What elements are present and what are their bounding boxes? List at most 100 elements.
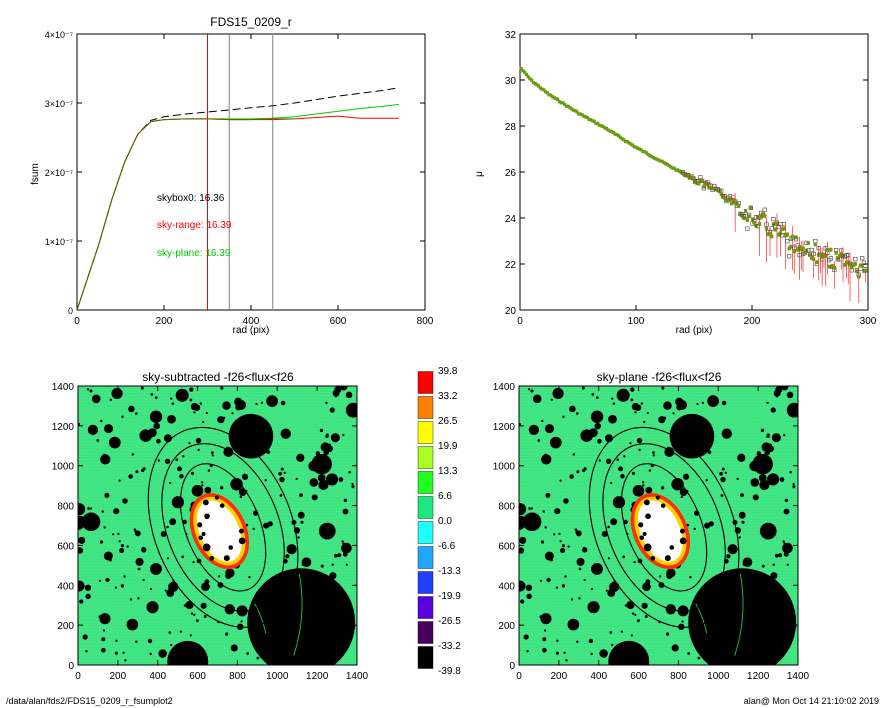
mask-spot bbox=[236, 399, 247, 410]
colorbar-label: 39.8 bbox=[438, 366, 458, 377]
x-tick-label: 600 bbox=[189, 671, 206, 682]
mask-spot bbox=[118, 540, 121, 543]
y-tick-label: 1400 bbox=[493, 382, 516, 393]
mask-spot bbox=[193, 411, 196, 414]
sky-subtracted-image bbox=[78, 386, 357, 665]
mask-spot bbox=[738, 536, 741, 539]
mask-spot bbox=[544, 526, 547, 529]
profile-point-green bbox=[610, 129, 614, 134]
mask-spot bbox=[545, 424, 555, 434]
y-tick-label: 3×10⁻⁷ bbox=[45, 99, 73, 109]
profile-point-green bbox=[822, 254, 826, 258]
mask-spot bbox=[195, 619, 199, 623]
profile-point-green bbox=[601, 124, 605, 128]
mask-spot bbox=[126, 545, 129, 548]
mask-spot bbox=[164, 589, 167, 592]
profile-point-green bbox=[620, 137, 624, 141]
mask-spot bbox=[666, 568, 676, 578]
profile-point-green bbox=[782, 227, 786, 231]
mask-spot bbox=[204, 486, 212, 494]
mask-spot bbox=[574, 528, 578, 531]
mask-spot bbox=[98, 615, 102, 619]
mask-spot bbox=[202, 420, 205, 424]
isophote-ellipse bbox=[179, 463, 267, 592]
mask-spot bbox=[645, 486, 653, 494]
mu-marks bbox=[519, 66, 868, 304]
x-tick-label: 800 bbox=[670, 671, 687, 682]
profile-point-green bbox=[747, 214, 751, 219]
mask-spot bbox=[137, 597, 140, 600]
mask-spot bbox=[588, 638, 594, 644]
mask-spot bbox=[278, 471, 282, 476]
profile-point-green bbox=[791, 235, 795, 239]
star-arc bbox=[254, 603, 267, 634]
mask-spot bbox=[279, 476, 285, 483]
profile-point-green bbox=[641, 149, 645, 154]
profile-point-green bbox=[759, 215, 763, 219]
colorbar-label: 0.0 bbox=[438, 516, 452, 527]
mask-spot bbox=[530, 507, 534, 510]
mask-spot bbox=[342, 433, 345, 437]
mask-spot bbox=[280, 428, 291, 439]
mask-spot bbox=[680, 528, 685, 534]
mask-spot bbox=[786, 563, 789, 566]
profile-point-green bbox=[571, 108, 575, 112]
profile-point-green bbox=[592, 119, 596, 123]
mask-spot bbox=[157, 459, 160, 462]
mask-spot bbox=[578, 597, 581, 600]
mask-spot bbox=[641, 481, 645, 484]
mask-spot bbox=[610, 518, 618, 526]
profile-point-green bbox=[669, 165, 673, 169]
profile-point-green bbox=[663, 162, 668, 166]
mask-spot bbox=[297, 511, 305, 519]
profile-point-green bbox=[536, 84, 541, 88]
mask-spot bbox=[175, 458, 179, 462]
mask-spot bbox=[542, 647, 547, 653]
mask-spot bbox=[605, 589, 608, 592]
x-tick-label: 1400 bbox=[346, 671, 369, 682]
mask-spot bbox=[567, 618, 580, 631]
mask-spot bbox=[569, 405, 576, 413]
mask-spot bbox=[562, 415, 565, 419]
profile-point-green bbox=[745, 218, 749, 222]
profile-point-green bbox=[543, 90, 548, 94]
mask-spot bbox=[156, 438, 161, 444]
profile-point-green bbox=[676, 168, 680, 172]
y-tick-label: 400 bbox=[498, 581, 515, 592]
mask-spot bbox=[630, 398, 634, 402]
profile-point-green bbox=[848, 263, 852, 267]
profile-point-green bbox=[570, 107, 574, 111]
mask-spot bbox=[519, 536, 527, 544]
mask-spot bbox=[774, 553, 779, 558]
masked-star bbox=[81, 512, 101, 532]
mask-spot bbox=[323, 449, 330, 456]
masked-star bbox=[669, 413, 715, 459]
y-tick-label: 4×10⁻⁷ bbox=[45, 30, 73, 40]
mask-spot bbox=[622, 555, 626, 559]
mask-spot bbox=[559, 540, 562, 543]
profile-point-green bbox=[784, 234, 788, 238]
profile-point-green bbox=[604, 126, 609, 131]
mask-spot bbox=[181, 555, 185, 559]
isophote-ellipse bbox=[161, 443, 285, 612]
mask-spot bbox=[100, 419, 103, 423]
profile-point-green bbox=[634, 145, 638, 149]
profile-point-green bbox=[528, 77, 532, 81]
mask-spot bbox=[279, 494, 283, 497]
y-tick-label: 800 bbox=[498, 502, 515, 513]
mask-spot bbox=[607, 525, 610, 529]
mask-spot bbox=[786, 391, 794, 399]
masked-star bbox=[167, 640, 209, 665]
mask-spot bbox=[103, 526, 106, 529]
mask-spot bbox=[190, 402, 199, 411]
mask-spot bbox=[659, 575, 662, 578]
mask-spot bbox=[224, 632, 229, 636]
masked-star bbox=[759, 522, 777, 540]
x-tick-label: 400 bbox=[149, 671, 166, 682]
colorbar-swatch bbox=[417, 421, 434, 444]
mask-spot bbox=[237, 608, 240, 611]
footer-stamp: alan@ Mon Oct 14 21:10:02 2019 bbox=[743, 696, 879, 706]
mask-spot bbox=[764, 449, 771, 456]
profile-point-green bbox=[832, 266, 836, 270]
mask-spot bbox=[783, 433, 786, 437]
